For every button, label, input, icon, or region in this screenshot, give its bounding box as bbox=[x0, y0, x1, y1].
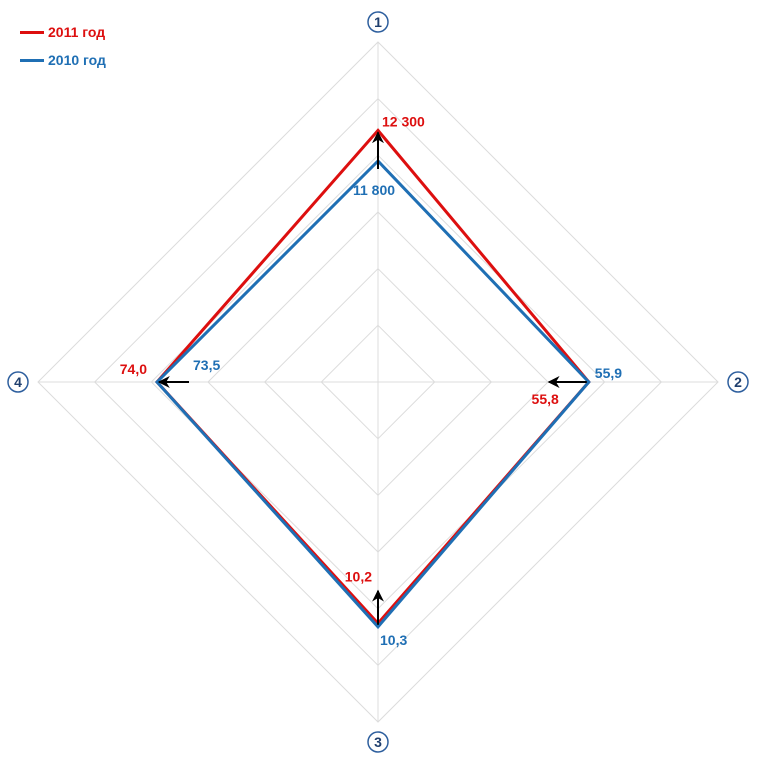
value-label-2011-axis-2: 55,8 bbox=[532, 391, 559, 407]
axis-marker-label-1: 1 bbox=[374, 14, 382, 30]
series-line-2011 bbox=[154, 128, 591, 626]
value-label-2010-axis-3: 10,3 bbox=[380, 632, 407, 648]
legend-swatch-2011 bbox=[20, 30, 44, 34]
axis-marker-label-3: 3 bbox=[374, 734, 382, 750]
axis-marker-label-4: 4 bbox=[14, 374, 22, 390]
radar-series bbox=[154, 128, 591, 630]
axis-marker-circle-1 bbox=[367, 11, 389, 33]
legend-label-2010: 2010 год bbox=[48, 52, 106, 68]
value-label-2010-axis-1: 11 800 bbox=[353, 182, 395, 198]
value-label-2011-axis-1: 12 300 bbox=[382, 113, 425, 129]
legend: 2011 год 2010 год bbox=[20, 18, 106, 74]
value-label-2010-axis-2: 55,9 bbox=[595, 365, 622, 381]
legend-label-2011: 2011 год bbox=[48, 24, 106, 40]
axis-marker-label-2: 2 bbox=[734, 374, 742, 390]
legend-item-2010: 2010 год bbox=[20, 46, 106, 74]
change-arrows bbox=[157, 131, 587, 625]
axis-marker-circle-4 bbox=[7, 371, 29, 393]
value-label-2010-axis-4: 73,5 bbox=[193, 357, 220, 373]
legend-swatch-2010 bbox=[20, 58, 44, 62]
axis-marker-circle-2 bbox=[727, 371, 749, 393]
value-label-2011-axis-4: 74,0 bbox=[120, 361, 147, 377]
value-label-2011-axis-3: 10,2 bbox=[345, 568, 372, 584]
axis-marker-circle-3 bbox=[367, 731, 389, 753]
series-line-2010 bbox=[154, 158, 591, 630]
value-labels: 12 300 55,8 10,2 74,0 11 800 55,9 10,3 73,5 bbox=[120, 113, 623, 647]
axis-markers: 1 2 3 4 bbox=[7, 11, 749, 753]
legend-item-2011: 2011 год bbox=[20, 18, 106, 46]
